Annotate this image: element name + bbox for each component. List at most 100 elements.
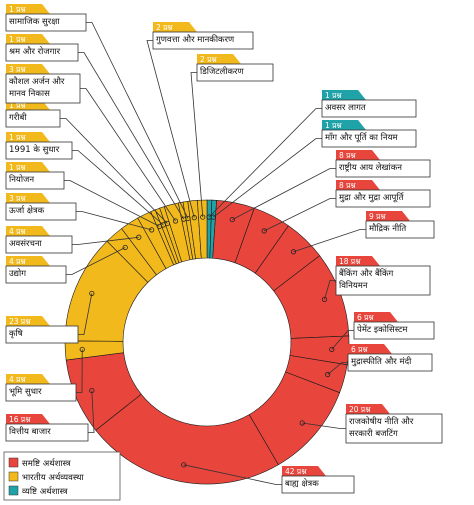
count-label: 1 प्रश्न [9,133,26,142]
slice-label: ऊर्जा क्षेत्रक [9,205,45,216]
callout-14: 4 प्रश्न अवसंरचना [5,226,73,254]
label-box [335,159,431,178]
label-box [5,325,79,344]
slice-label: सामाजिक सुरक्षा [9,16,60,27]
slice-label: अवसर लागत [325,103,366,113]
label-box [5,109,61,128]
leader-line-8 [302,422,346,429]
count-tag [322,120,366,130]
label-box [335,189,431,208]
slice-label: डिजिटलीकरण [200,66,245,77]
slice-label: गरीबी [9,112,27,123]
label-box [345,413,443,444]
slice-label: विनियमन [339,280,368,291]
count-tag [6,64,50,74]
count-tag [354,312,398,322]
count-tag [153,22,197,32]
label-box [5,141,73,160]
leader-dot-18 [164,220,170,227]
label-box [335,265,431,296]
count-label: 4 प्रश्न [9,227,26,236]
leader-lines-layer [60,22,366,485]
count-label: 20 प्रश्न [349,405,371,414]
callout-21: 1 प्रश्न सामाजिक सुरक्षा [5,4,87,32]
slice-label: 1991 के सुधार [9,144,60,155]
slice-9 [95,393,279,485]
label-box [5,43,79,62]
leader-dot-22 [191,215,197,221]
leader-line-17 [72,150,164,226]
slice-label: पेमेंट इकोसिस्टम [357,324,408,335]
count-label: 23 प्रश्न [9,317,31,326]
slice-label: बाह्य क्षेत्रक [285,478,319,489]
label-box [5,13,87,32]
slice-label: श्रम और रोजगार [9,46,61,57]
count-tag [282,466,326,476]
callout-0: 1 प्रश्न अवसर लागत [321,90,417,118]
leader-line-5 [324,280,336,300]
slice-label: अवसंरचना [9,238,43,249]
callout-15: 3 प्रश्न ऊर्जा क्षेत्रक [5,193,77,221]
count-label: 1 प्रश्न [325,91,342,100]
leader-dot-19 [172,218,179,224]
label-box [5,235,73,254]
leader-line-11 [76,349,83,393]
count-tag [6,162,50,172]
count-tag [6,374,50,384]
count-tag [6,414,50,424]
count-label: 4 प्रश्न [9,375,26,384]
slice-label: बैंकिंग और बैंकिंग [339,268,394,279]
leader-dot-23 [200,214,206,220]
leader-line-23 [190,72,204,218]
count-tag [322,90,366,100]
leader-dot-15 [149,227,155,233]
count-label: 42 प्रश्न [285,467,307,476]
leader-dot-7 [325,371,331,378]
count-label: 1 प्रश्न [9,35,26,44]
count-label: 3 प्रश्न [9,194,26,203]
slice-label: मुद्रा और मुद्रा आपूर्ति [339,192,404,203]
count-tag [197,54,241,64]
count-tag [346,404,390,414]
leader-dot-4 [290,249,297,255]
label-box [5,265,67,284]
count-tag [366,211,410,221]
count-tag [336,150,380,160]
count-label: 6 प्रश्न [357,313,374,322]
callout-11: 4 प्रश्न भूमि सुधार [5,374,77,402]
leader-line-1 [213,138,322,218]
label-box [5,73,81,104]
slices-layer [64,199,350,485]
leader-line-21 [86,22,189,219]
count-label: 2 प्रश्न [156,23,173,32]
label-box [365,220,435,239]
legend-swatch-micro [8,485,19,496]
slice-label: मुद्रास्फीति और मंदी [351,356,412,367]
leader-line-14 [72,236,139,245]
leader-line-7 [327,362,348,375]
legend-label-indian: भारतीय अर्थव्यवस्था [22,472,84,483]
leader-line-10 [88,390,95,433]
callout-19: 3 प्रश्न कौशल अर्जन औरमानव निकास [5,64,81,104]
leader-line-9 [183,464,282,485]
callout-2: 8 प्रश्न राष्ट्रीय आय लेखांकन [335,150,431,178]
count-tag [6,316,50,326]
slice-label: कौशल अर्जन और [9,76,65,87]
callout-20: 1 प्रश्न श्रम और रोजगार [5,34,79,62]
legend-swatch-indian [8,471,19,482]
slice-label: कृषि [9,328,24,339]
count-label: 2 प्रश्न [200,55,217,64]
count-tag [6,4,50,14]
leader-line-0 [208,108,322,218]
label-box [5,202,77,221]
slice-label: नियोजन [9,174,34,185]
callout-10: 16 प्रश्न वित्तीय बाजार [5,414,89,442]
callouts-layer: 1 प्रश्न अवसर लागत 1 प्रश्न माँग और पूर्ति … [5,4,443,494]
count-label: 8 प्रश्न [339,181,356,190]
count-tag [336,180,380,190]
slice-label: भूमि सुधार [9,386,42,397]
count-label: 1 प्रश्न [9,163,26,172]
leader-dot-5 [321,296,328,302]
leader-dot-2 [229,216,235,223]
slice-23 [197,199,208,259]
